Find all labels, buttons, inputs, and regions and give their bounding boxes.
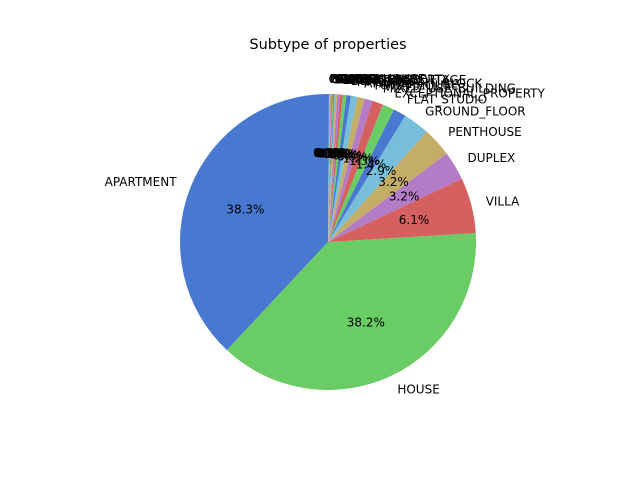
slice-percent-label: 0.1%	[316, 146, 347, 160]
pie-slice-duplex	[328, 153, 462, 242]
pie-slice-kot	[328, 94, 338, 243]
slice-label: SERVICE_FLAT	[333, 72, 419, 86]
slice-percent-label: 0.1%	[315, 146, 346, 160]
pie-slice-chalet	[328, 94, 335, 242]
slice-percent-label: 3.2%	[389, 189, 420, 203]
slice-percent-label: 1.3%	[349, 154, 380, 168]
slice-label: MANSION	[357, 75, 414, 89]
slice-label: LOFT	[343, 73, 373, 87]
slice-label: TOWN_HOUSE	[372, 78, 459, 92]
slice-label: PAVILION	[330, 72, 384, 86]
slice-percent-label: 0.1%	[313, 146, 344, 160]
slice-label: OTHER_PROPERTY	[340, 73, 450, 87]
slice-percent-label: 0.3%	[321, 147, 352, 161]
slice-percent-label: 0.1%	[316, 146, 347, 160]
slice-label: PENTHOUSE	[448, 125, 522, 139]
slice-percent-label: 0.5%	[325, 147, 356, 161]
slice-label: TRIPLEX	[333, 72, 383, 86]
pie-slice-villa	[328, 178, 476, 242]
pie-slice-mansion	[328, 95, 358, 242]
pie-slice-triplex	[328, 94, 334, 242]
pie-slice-other	[328, 93, 329, 242]
pie-slice-country-cottage	[328, 94, 347, 243]
slice-percent-label: 0.1%	[315, 146, 346, 160]
pie-slice-service-flat	[328, 94, 333, 242]
slice-label: FLAT_STUDIO	[407, 93, 487, 107]
slice-label: OTHER	[329, 72, 371, 86]
slice-percent-label: 0.1%	[314, 146, 345, 160]
pie-slice-flat-studio	[328, 109, 406, 242]
pie-slices	[180, 93, 477, 390]
slice-percent-label: 1.2%	[343, 151, 374, 165]
slice-percent-label: 0.3%	[319, 146, 350, 160]
slice-percent-label: 1.4%	[356, 157, 387, 171]
pie-slice-castle	[328, 94, 331, 242]
slice-label: GROUND_FLOOR	[425, 104, 525, 118]
pie-slice-farmhouse	[328, 94, 336, 242]
pie-slice-apartment-block	[328, 96, 365, 242]
slice-label: APARTMENT	[105, 175, 178, 189]
pie-slice-manor-house	[328, 94, 332, 242]
pie-labels: APARTMENT 38.3% HOUSE 38.2% VILLA 6.1% DUPLEX 3…	[105, 72, 546, 396]
pie-slice-house	[226, 233, 477, 390]
slice-percent-label: 38.3%	[226, 202, 264, 216]
slice-percent-label: 0.8%	[333, 148, 364, 162]
slice-percent-label: 38.2%	[347, 315, 385, 329]
pie-slice-town-house	[328, 98, 373, 242]
pie-slice-exceptional-property	[328, 104, 394, 242]
slice-label: MANOR_HOUSE	[332, 72, 426, 86]
pie-slice-mixed-use-building	[328, 100, 383, 242]
slice-percent-label: 0.4%	[323, 147, 354, 161]
slice-label: FARMHOUSE	[336, 72, 411, 86]
slice-label: COUNTRY_COTTAGE	[346, 73, 466, 87]
slice-label: APARTMENT_BLOCK	[364, 76, 483, 90]
slice-percent-label: 2.9%	[366, 164, 397, 178]
slice-percent-label: 0.1%	[314, 146, 345, 160]
pie-slice-pavilion	[328, 94, 330, 242]
slice-percent-label: 0.9%	[337, 150, 368, 164]
chart-title: Subtype of properties	[249, 37, 406, 53]
pie-slice-bungalow	[328, 95, 351, 243]
slice-label: VILLA	[486, 195, 520, 209]
slice-label: KOT	[337, 72, 362, 86]
pie-slice-apartment	[180, 94, 328, 351]
slice-percent-label: 3.2%	[378, 175, 409, 189]
pie-slice-other-property	[328, 94, 340, 242]
slice-percent-label: 0.1%	[317, 146, 348, 160]
slice-label: CHALET	[335, 72, 383, 86]
slice-label: MIXED_USE_BUILDING	[383, 82, 516, 96]
pie-slice-penthouse	[328, 131, 447, 242]
pie-slice-loft	[328, 94, 343, 243]
slice-label: HOUSE	[397, 382, 439, 396]
slice-label: EXCEPTIONAL_PROPERTY	[395, 86, 546, 100]
slice-percent-label: 0.2%	[318, 146, 349, 160]
slice-percent-label: 0.7%	[328, 148, 359, 162]
slice-percent-label: 6.1%	[399, 213, 430, 227]
slice-label: DUPLEX	[468, 151, 516, 165]
slice-label: BUNGALOW	[351, 74, 422, 88]
slice-label: CASTLE	[331, 72, 377, 86]
pie-slice-ground-floor	[328, 115, 427, 242]
